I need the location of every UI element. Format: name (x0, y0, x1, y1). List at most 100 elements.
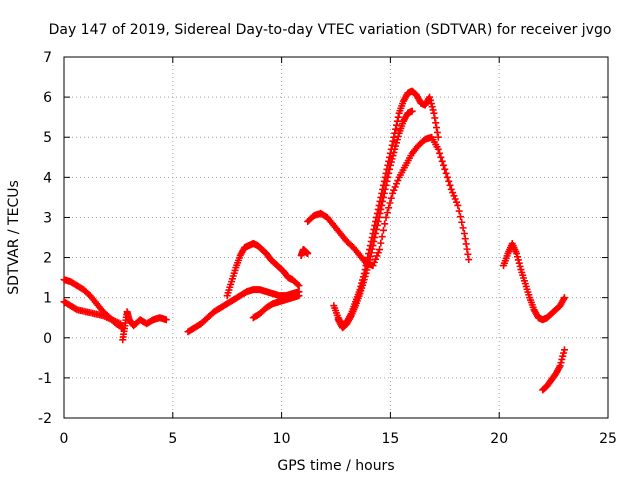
data-point (370, 258, 378, 266)
chart-title: Day 147 of 2019, Sidereal Day-to-day VTE… (49, 22, 612, 38)
data-point (516, 262, 524, 270)
plot-frame (63, 56, 609, 419)
data-point (294, 280, 302, 288)
data-point (465, 256, 473, 264)
data-point (408, 107, 416, 115)
data-point (462, 240, 470, 248)
y-tick-labels: -2 -1 0 1 2 3 4 5 6 7 (38, 50, 52, 427)
data-point (373, 252, 381, 260)
data-point (439, 161, 447, 169)
y-tick-label: 4 (43, 170, 52, 186)
data-point (459, 224, 467, 232)
data-point (455, 207, 463, 215)
y-tick-label: 2 (43, 251, 52, 267)
data-point (434, 145, 442, 153)
data-point (387, 158, 395, 166)
data-point (366, 256, 374, 264)
data-point (426, 93, 434, 101)
data-point (430, 109, 438, 117)
data-point (376, 209, 384, 217)
data-point (433, 128, 441, 136)
data-point (453, 198, 461, 206)
data-point (388, 155, 396, 163)
y-tick-label: 7 (43, 50, 52, 66)
data-point (360, 276, 368, 284)
x-tick-label: 20 (490, 431, 508, 447)
data-point (454, 201, 462, 209)
data-point (386, 161, 394, 169)
y-tick-label: -2 (38, 411, 52, 427)
data-point (378, 201, 386, 209)
series-arc-12 (539, 346, 568, 394)
data-point (162, 316, 170, 324)
data-point (373, 221, 381, 229)
data-point (391, 145, 399, 153)
data-point (556, 362, 564, 370)
data-point (371, 234, 379, 241)
data-point (460, 229, 468, 237)
data-point (392, 139, 400, 147)
data-point (367, 249, 375, 257)
data-points (60, 87, 568, 394)
data-point (374, 217, 382, 225)
y-tick-label: 6 (43, 90, 52, 106)
data-point (464, 250, 472, 258)
data-point (386, 199, 394, 207)
data-point (379, 193, 387, 201)
series-arc-6 (249, 292, 303, 322)
data-point (394, 113, 402, 121)
data-point (365, 260, 373, 268)
data-point (393, 136, 401, 144)
data-point (392, 121, 400, 129)
data-point (379, 197, 387, 205)
data-point (372, 255, 380, 263)
x-tick-label: 10 (273, 431, 291, 447)
data-point (377, 205, 385, 213)
data-point (560, 294, 568, 302)
data-point (446, 181, 454, 189)
data-point (381, 220, 389, 228)
data-point (389, 189, 397, 197)
data-point (458, 218, 466, 226)
data-point (443, 173, 451, 181)
data-point (378, 233, 386, 241)
data-point (463, 245, 471, 253)
data-point (437, 153, 445, 161)
x-tick-label: 5 (168, 431, 177, 447)
data-point (393, 117, 401, 125)
data-point (441, 165, 449, 173)
data-point (381, 185, 389, 193)
data-point (372, 229, 380, 237)
data-point (370, 238, 378, 246)
x-axis-label: GPS time / hours (277, 458, 394, 474)
data-point (117, 320, 125, 328)
data-point (436, 149, 444, 157)
data-point (392, 142, 400, 150)
data-point (391, 183, 399, 191)
data-point (431, 114, 439, 122)
data-point (295, 282, 303, 290)
data-point (295, 292, 303, 300)
data-point (442, 169, 450, 177)
data-point (389, 152, 397, 160)
data-point (380, 189, 388, 197)
data-point (434, 133, 442, 141)
data-point (451, 195, 459, 203)
data-point (450, 192, 458, 200)
axis-ticks (63, 56, 609, 419)
data-point (394, 177, 402, 185)
data-point (429, 106, 437, 114)
data-point (390, 148, 398, 156)
series-arc-11 (500, 240, 568, 324)
data-point (388, 141, 396, 149)
data-point (449, 189, 457, 197)
data-point (382, 181, 390, 189)
series-arc-3 (119, 308, 170, 344)
data-point (513, 253, 521, 261)
series-arc-7 (297, 246, 312, 260)
data-point (383, 177, 391, 185)
series-arc-10 (334, 107, 416, 332)
data-point (362, 269, 370, 277)
x-tick-label: 15 (381, 431, 399, 447)
